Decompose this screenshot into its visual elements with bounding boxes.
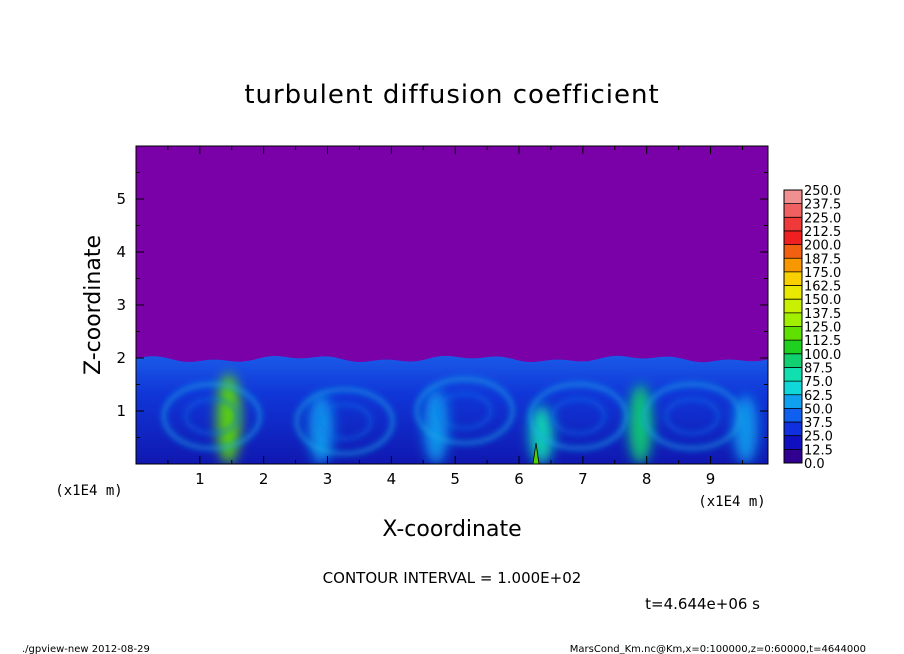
colorbar-swatch	[784, 258, 802, 273]
y-unit-label: (x1E4 m)	[55, 483, 122, 499]
colorbar-label: 225.0	[804, 211, 841, 226]
y-tick-label: 1	[116, 402, 126, 420]
footer-left: ./gpview-new 2012-08-29	[22, 644, 150, 654]
colorbar-swatch	[784, 449, 802, 464]
colorbar-label: 212.5	[804, 225, 841, 240]
time-label: t=4.644e+06 s	[645, 595, 760, 613]
x-tick-label: 8	[642, 470, 652, 488]
colorbar-swatch	[784, 285, 802, 300]
colorbar-label: 37.5	[804, 416, 833, 431]
colorbar-swatch	[784, 353, 802, 368]
colorbar-swatch	[784, 203, 802, 218]
colorbar-swatch	[784, 394, 802, 409]
colorbar-swatch	[784, 217, 802, 232]
x-axis-label: X-coordinate	[382, 517, 521, 542]
colorbar-label: 187.5	[804, 252, 841, 267]
mountain-peak	[532, 442, 540, 464]
plume	[424, 389, 449, 464]
y-tick-label: 4	[116, 243, 126, 261]
eddy	[414, 376, 516, 446]
y-tick-label: 2	[116, 349, 126, 367]
x-axis: 1 2 3 4 5 6 7 8 9	[167, 146, 743, 488]
colorbar-swatch	[784, 230, 802, 245]
colorbar-label: 87.5	[804, 361, 833, 376]
x-tick-label: 1	[195, 470, 205, 488]
colorbar-swatch	[784, 408, 802, 423]
eddy-inner	[550, 397, 607, 436]
colorbar-swatch	[784, 244, 802, 259]
colorbar-label: 75.0	[804, 375, 833, 390]
colorbar-label: 175.0	[804, 266, 841, 281]
y-axis-label: Z-coordinate	[81, 235, 106, 375]
chart-title: turbulent diffusion coefficient	[244, 80, 659, 110]
colorbar: 250.0237.5225.0212.5200.0187.5175.0162.5…	[783, 184, 841, 472]
colorbar-swatch	[784, 381, 802, 396]
colorbar-label: 125.0	[804, 321, 841, 336]
colorbar-swatch	[784, 435, 802, 450]
colorbar-swatch	[784, 326, 802, 341]
plume	[628, 384, 653, 464]
colorbar-swatch	[784, 422, 802, 437]
colorbar-swatch	[784, 340, 802, 355]
colorbar-label: 100.0	[804, 348, 841, 363]
eddy	[161, 381, 263, 451]
eddy	[641, 381, 743, 451]
eddy	[527, 381, 629, 451]
colorbar-label: 137.5	[804, 307, 841, 322]
colorbar-swatch	[784, 299, 802, 314]
colorbar-label: 12.5	[804, 443, 833, 458]
colorbar-label: 250.0	[804, 184, 841, 199]
x-unit-label: (x1E4 m)	[698, 494, 765, 510]
x-tick-label: 2	[259, 470, 269, 488]
colorbar-label: 237.5	[804, 198, 841, 213]
x-tick-label: 9	[706, 470, 716, 488]
y-tick-label: 5	[116, 190, 126, 208]
eddy-inner	[664, 397, 721, 436]
x-tick-label: 7	[578, 470, 588, 488]
x-tick-label: 6	[514, 470, 524, 488]
colorbar-label: 150.0	[804, 293, 841, 308]
colorbar-label: 112.5	[804, 334, 841, 349]
colorbar-label: 200.0	[804, 239, 841, 254]
y-axis: 1 2 3 4 5	[116, 172, 768, 438]
footer-right: MarsCond_Km.nc@Km,x=0:100000,z=0:60000,t…	[570, 644, 866, 654]
plot-area	[136, 146, 768, 464]
colorbar-label: 0.0	[804, 457, 825, 472]
x-tick-label: 5	[450, 470, 460, 488]
contour-interval: CONTOUR INTERVAL = 1.000E+02	[323, 569, 582, 587]
plume	[216, 373, 241, 464]
eddy-inner	[436, 392, 493, 430]
boundary-layer	[136, 355, 768, 464]
eddy	[294, 387, 396, 457]
colorbar-label: 25.0	[804, 430, 833, 445]
colorbar-swatch	[784, 312, 802, 327]
x-tick-label: 4	[387, 470, 397, 488]
eddy-inner	[316, 402, 373, 441]
colorbar-swatch	[784, 367, 802, 382]
colorbar-swatch	[784, 271, 802, 286]
colorbar-label: 50.0	[804, 402, 833, 417]
eddy-inner	[183, 397, 240, 436]
eddies-group	[161, 376, 743, 457]
colorbar-label: 162.5	[804, 280, 841, 295]
x-tick-label: 3	[323, 470, 333, 488]
y-tick-label: 3	[116, 296, 126, 314]
colorbar-swatch	[784, 190, 802, 205]
colorbar-label: 62.5	[804, 389, 833, 404]
